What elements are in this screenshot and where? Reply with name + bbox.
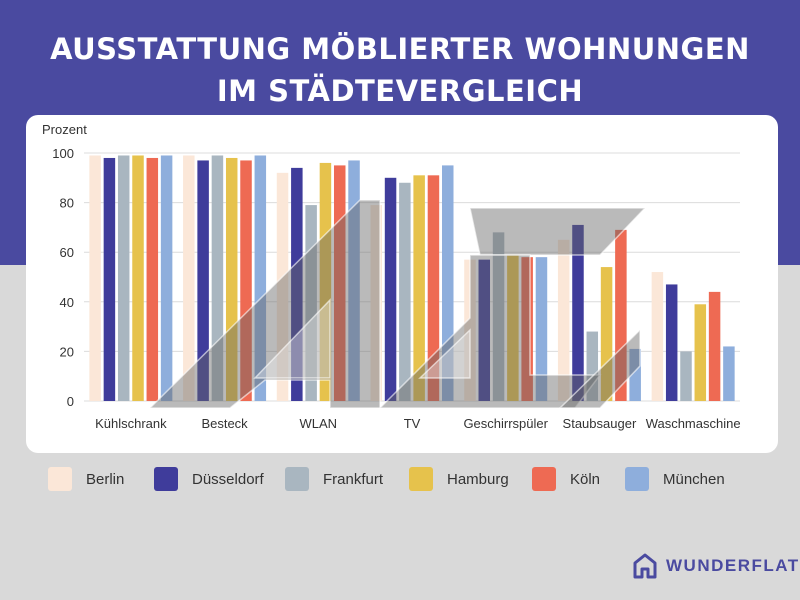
legend-swatch bbox=[285, 467, 309, 491]
y-tick-label: 20 bbox=[60, 344, 74, 359]
legend-swatch bbox=[48, 467, 72, 491]
bar bbox=[557, 239, 570, 401]
wunderflats-logo: WUNDERFLATS bbox=[632, 550, 800, 582]
chart-legend: Berlin Düsseldorf Frankfurt Hamburg Köln Münc… bbox=[48, 463, 768, 495]
y-tick-label: 0 bbox=[67, 394, 74, 409]
bar bbox=[694, 304, 707, 401]
legend-label: Köln bbox=[570, 470, 601, 488]
bar bbox=[117, 155, 130, 401]
bar bbox=[370, 205, 382, 401]
legend-swatch bbox=[409, 467, 433, 491]
bar bbox=[413, 175, 425, 401]
bar bbox=[291, 167, 303, 401]
bar bbox=[103, 157, 116, 401]
title-line-1: AUSSTATTUNG MÖBLIERTER WOHNUNGEN bbox=[50, 32, 750, 66]
page-title: AUSSTATTUNG MÖBLIERTER WOHNUNGEN IM STÄD… bbox=[0, 28, 800, 112]
bar bbox=[132, 155, 144, 401]
bar bbox=[89, 155, 101, 401]
legend-item: München bbox=[625, 463, 725, 495]
bar bbox=[146, 157, 159, 401]
chart-card: 0 20 40 60 80 100 Prozent Kühlschrank Besteck WLA… bbox=[26, 115, 778, 453]
y-axis-label: Prozent bbox=[42, 122, 87, 137]
logo-text: WUNDERFLATS bbox=[666, 556, 800, 575]
bar bbox=[399, 182, 411, 401]
legend-item: Köln bbox=[532, 463, 600, 495]
bar bbox=[615, 229, 627, 401]
bar bbox=[572, 224, 584, 401]
legend-item: Frankfurt bbox=[285, 463, 383, 495]
bar bbox=[225, 157, 238, 401]
legend-label: Frankfurt bbox=[323, 470, 384, 488]
legend-label: Berlin bbox=[86, 470, 125, 488]
bar bbox=[427, 175, 440, 401]
x-tick-label: Waschmaschine bbox=[646, 416, 741, 431]
legend-label: Düsseldorf bbox=[192, 470, 264, 488]
bar bbox=[521, 257, 533, 401]
y-tick-label: 80 bbox=[60, 196, 74, 211]
bar-chart: 0 20 40 60 80 100 Prozent Kühlschrank Besteck WLA… bbox=[42, 122, 741, 431]
bar bbox=[197, 160, 209, 401]
x-tick-label: Staubsauger bbox=[563, 416, 637, 431]
house-icon bbox=[633, 553, 657, 579]
x-tick-label: WLAN bbox=[300, 416, 338, 431]
bar bbox=[183, 155, 195, 401]
bar bbox=[507, 254, 519, 401]
x-tick-label: Geschirrspüler bbox=[463, 416, 548, 431]
bar bbox=[254, 155, 267, 401]
legend-item: Düsseldorf bbox=[154, 463, 264, 495]
bar bbox=[333, 165, 346, 401]
legend-swatch bbox=[532, 467, 556, 491]
legend-label: Hamburg bbox=[447, 470, 509, 488]
y-tick-label: 60 bbox=[60, 245, 74, 260]
bar bbox=[665, 284, 678, 401]
bar bbox=[723, 346, 735, 401]
bar bbox=[384, 177, 397, 401]
y-tick-label: 40 bbox=[60, 295, 74, 310]
bar bbox=[492, 232, 505, 401]
legend-swatch bbox=[625, 467, 649, 491]
bar bbox=[160, 155, 173, 401]
bar bbox=[319, 162, 332, 401]
bar bbox=[708, 291, 721, 401]
bar bbox=[586, 331, 599, 401]
bar bbox=[211, 155, 224, 401]
bar bbox=[240, 160, 252, 401]
legend-swatch bbox=[154, 467, 178, 491]
x-tick-label: TV bbox=[404, 416, 421, 431]
bar bbox=[464, 259, 476, 401]
bar bbox=[478, 259, 491, 401]
bar bbox=[651, 272, 664, 401]
bar bbox=[305, 205, 317, 401]
title-line-2: IM STÄDTEVERGLEICH bbox=[216, 74, 584, 108]
legend-label: München bbox=[663, 470, 725, 488]
bar bbox=[680, 351, 692, 401]
bar bbox=[442, 165, 454, 401]
bar bbox=[276, 172, 289, 401]
bar bbox=[629, 348, 641, 401]
x-tick-label: Besteck bbox=[201, 416, 248, 431]
bar bbox=[535, 257, 548, 401]
legend-item: Berlin bbox=[48, 463, 124, 495]
legend-item: Hamburg bbox=[409, 463, 509, 495]
y-tick-label: 100 bbox=[52, 146, 74, 161]
bar bbox=[348, 160, 360, 401]
x-tick-label: Kühlschrank bbox=[95, 416, 167, 431]
bar bbox=[600, 267, 613, 401]
